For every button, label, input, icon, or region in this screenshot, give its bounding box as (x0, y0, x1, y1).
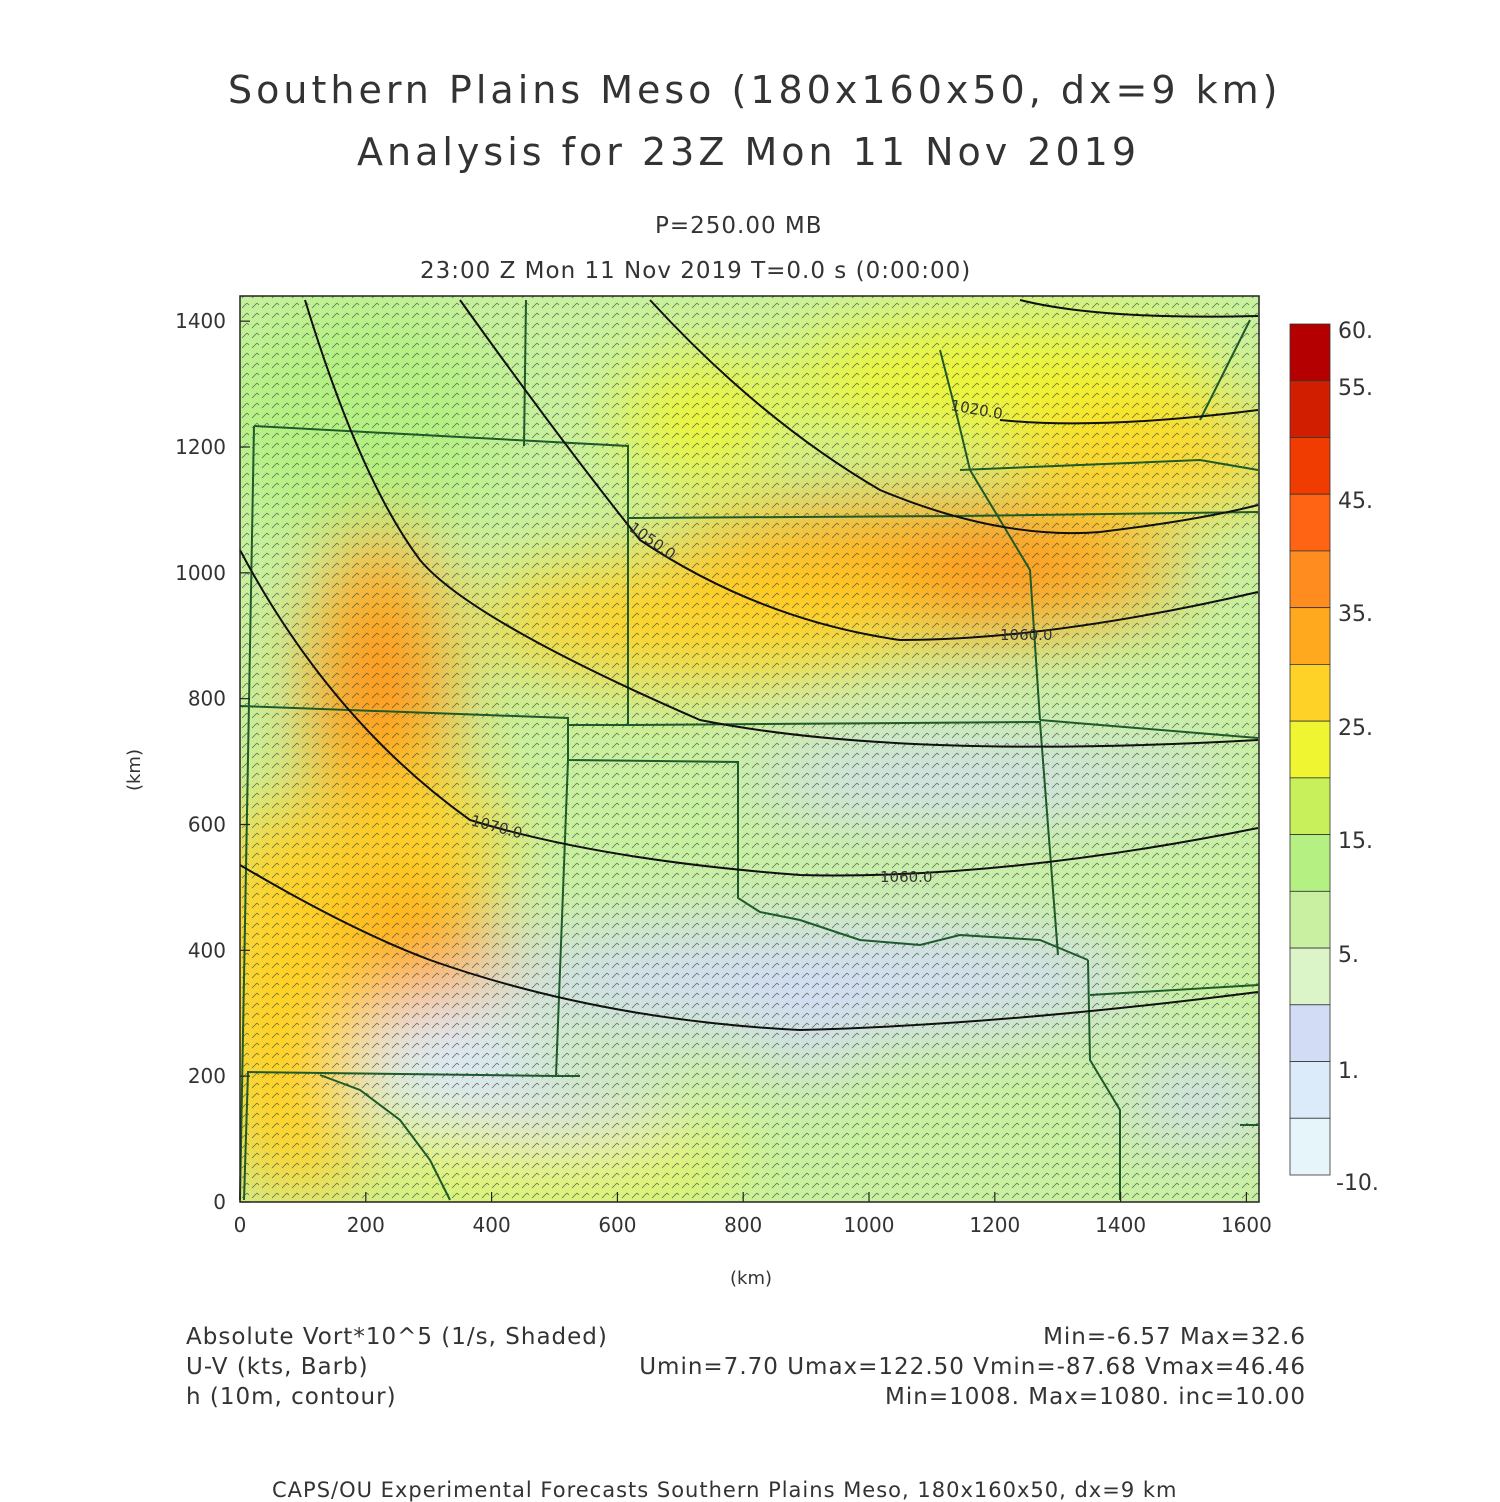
colorbar-swatch (1289, 380, 1331, 438)
colorbar-label: 60. (1338, 319, 1373, 344)
colorbar-swatch (1289, 493, 1331, 552)
colorbar-swatch (1289, 890, 1331, 949)
y-tick-label: 1400 (175, 309, 226, 333)
colorbar-label: 15. (1338, 829, 1373, 854)
x-tick-label: 400 (473, 1213, 511, 1237)
tick-marks (239, 320, 1248, 1203)
colorbar-label: 35. (1338, 602, 1373, 627)
colorbar-swatch (1289, 834, 1331, 892)
colorbar-swatch (1289, 947, 1331, 1006)
colorbar-label: 45. (1338, 489, 1373, 514)
y-axis-title: (km) (124, 749, 145, 791)
valid-time: 23:00 Z Mon 11 Nov 2019 T=0.0 s (0:00:00… (420, 258, 972, 284)
map-plot: 1020.0 1050.0 1060.0 1070.0 1060.0 0 200 4… (124, 295, 1379, 1289)
x-tick-label: 1000 (844, 1213, 895, 1237)
y-tick-label: 800 (188, 687, 226, 711)
field3-name: h (10m, contour) (186, 1384, 397, 1410)
x-tick-label: 0 (234, 1213, 247, 1237)
y-tick-label: 0 (213, 1190, 226, 1214)
state-boundaries (239, 299, 1259, 1201)
field1-stats: Min=-6.57 Max=32.6 (1043, 1324, 1306, 1350)
title-line-2: Analysis for 23Z Mon 11 Nov 2019 (357, 130, 1141, 174)
colorbar-swatch (1289, 1117, 1331, 1176)
x-tick-label: 600 (598, 1213, 636, 1237)
plot-frame (239, 295, 1260, 1203)
colorbar-swatch (1289, 777, 1331, 835)
vorticity-shading (240, 296, 1259, 1202)
y-tick-label: 600 (188, 813, 226, 837)
height-contours (239, 299, 1259, 1032)
colorbar-swatch (1289, 664, 1331, 722)
colorbar-label: 1. (1338, 1059, 1359, 1084)
y-tick-label: 1200 (175, 435, 226, 459)
field1-name: Absolute Vort*10^5 (1/s, Shaded) (186, 1324, 608, 1350)
y-tick-label: 1000 (175, 561, 226, 585)
y-tick-label: 400 (188, 938, 226, 962)
x-tick-label: 1400 (1095, 1213, 1146, 1237)
colorbar-swatch (1289, 1061, 1331, 1119)
contour-label-1060b: 1060.0 (880, 868, 933, 886)
y-tick-label: 200 (188, 1064, 226, 1088)
field2-stats: Umin=7.70 Umax=122.50 Vmin=-87.68 Vmax=4… (639, 1354, 1306, 1380)
credit-line: CAPS/OU Experimental Forecasts Southern … (272, 1478, 1178, 1502)
colorbar-swatch (1289, 323, 1331, 382)
x-tick-labels: 0 200 400 600 800 1000 1200 1400 1600 (234, 1213, 1272, 1237)
colorbar-labels: 60. 55. 45. 35. 25. 15. 5. 1. -10. (1336, 319, 1379, 1196)
x-tick-label: 200 (347, 1213, 385, 1237)
colorbar-label: 55. (1338, 376, 1373, 401)
field3-stats: Min=1008. Max=1080. inc=10.00 (885, 1384, 1306, 1410)
x-tick-label: 1600 (1221, 1213, 1272, 1237)
colorbar-label: 5. (1338, 943, 1359, 968)
colorbar-swatch (1289, 607, 1331, 665)
field2-name: U-V (kts, Barb) (186, 1354, 369, 1380)
y-tick-labels: 0 200 400 600 800 1000 1200 1400 (175, 309, 226, 1214)
colorbar-swatch (1289, 437, 1331, 495)
pressure-level: P=250.00 MB (655, 213, 823, 239)
x-tick-label: 1200 (969, 1213, 1020, 1237)
x-axis-title: (km) (730, 1268, 772, 1289)
title-line-1: Southern Plains Meso (180x160x50, dx=9 k… (228, 68, 1282, 112)
colorbar (1289, 323, 1331, 1176)
colorbar-label: 25. (1338, 716, 1373, 741)
contour-label-1060: 1060.0 (1000, 626, 1053, 644)
colorbar-swatch (1289, 550, 1331, 609)
x-tick-label: 800 (724, 1213, 762, 1237)
colorbar-swatch (1289, 1004, 1331, 1062)
colorbar-label: -10. (1336, 1171, 1379, 1196)
colorbar-swatch (1289, 720, 1331, 779)
